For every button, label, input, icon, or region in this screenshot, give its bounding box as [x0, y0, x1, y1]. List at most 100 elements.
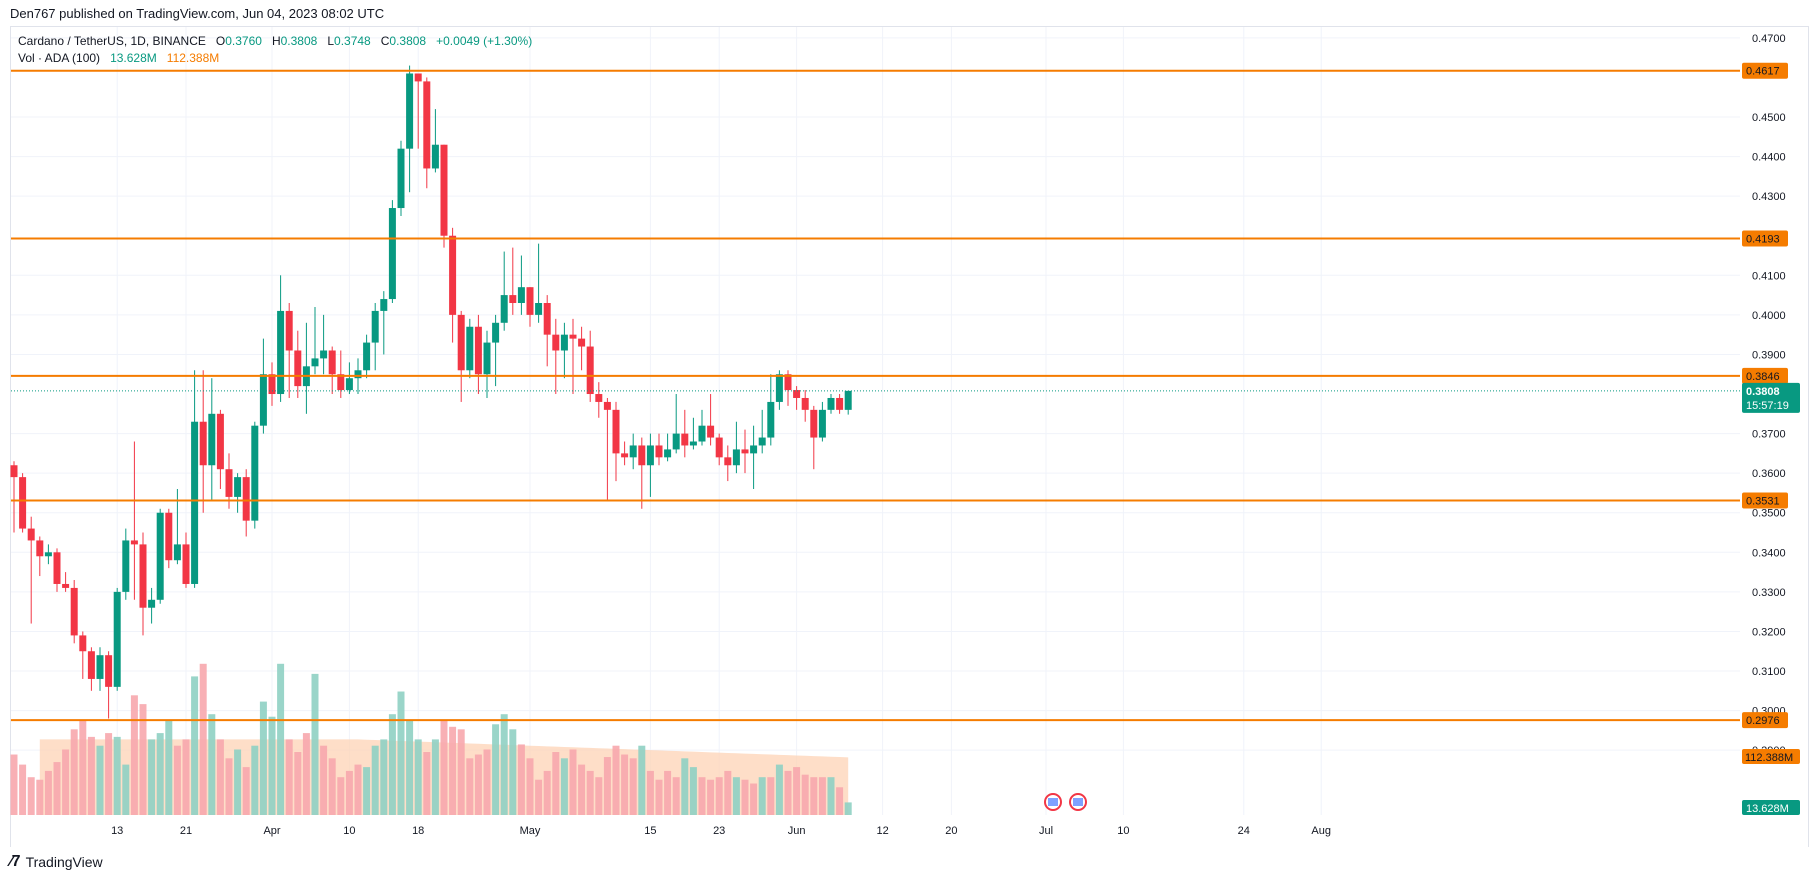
candle-down — [10, 465, 18, 478]
candle-up — [466, 326, 474, 371]
candle-down — [474, 326, 482, 375]
volume-bar — [818, 777, 826, 815]
candle-up — [156, 512, 164, 600]
volume-last-tag — [1742, 800, 1800, 815]
volume-bar — [242, 767, 250, 815]
volume-bar — [277, 663, 285, 815]
price-tick-label: 0.3600 — [1752, 468, 1786, 480]
candle-up — [629, 445, 637, 458]
volume-ma-tag-label: 112.388M — [1745, 752, 1793, 764]
symbol-legend: Cardano / TetherUS, 1D, BINANCE O0.3760 … — [18, 34, 532, 48]
candle-up — [500, 295, 508, 323]
volume-bar — [10, 754, 18, 815]
volume-bar — [53, 762, 61, 815]
volume-bar — [707, 779, 715, 815]
volume-bar — [371, 745, 379, 815]
close-value: 0.3808 — [389, 34, 427, 48]
price-tick-label: 0.4300 — [1752, 191, 1786, 203]
time-tick-label: Jul — [1039, 825, 1053, 837]
candle-up — [311, 358, 319, 367]
volume-bar — [517, 744, 525, 815]
volume-bar — [148, 739, 156, 815]
candle-up — [320, 350, 328, 359]
candle-down — [199, 421, 207, 466]
volume-bar — [526, 758, 534, 815]
candle-down — [603, 401, 611, 410]
volume-bar — [474, 754, 482, 815]
volume-bar — [732, 777, 740, 815]
volume-value: 13.628M — [110, 51, 157, 65]
high-label: H — [271, 34, 281, 48]
candle-down — [414, 73, 422, 82]
volume-bar — [646, 770, 654, 815]
price-tick-label: 0.4100 — [1752, 270, 1786, 282]
candle-down — [724, 457, 732, 466]
time-tick-label: 12 — [876, 825, 888, 837]
candle-down — [337, 374, 345, 391]
volume-bar — [345, 770, 353, 815]
volume-bar — [440, 720, 448, 815]
candle-down — [612, 409, 620, 454]
candle-up — [689, 441, 697, 446]
candle-up — [251, 425, 259, 521]
volume-bar — [79, 720, 87, 815]
candle-up — [191, 421, 199, 584]
candle-down — [801, 397, 809, 410]
open-label: O — [215, 34, 226, 48]
level-price-tag — [1742, 712, 1788, 729]
open-value: 0.3760 — [225, 34, 262, 48]
candle-up — [431, 144, 439, 169]
candle-down — [457, 314, 465, 371]
time-tick-label: 10 — [343, 825, 355, 837]
candle-up — [483, 342, 491, 375]
price-tick-label: 0.4500 — [1752, 112, 1786, 124]
candle-up — [277, 310, 285, 395]
candle-up — [492, 322, 500, 343]
volume-bar — [268, 716, 276, 815]
volume-bar — [784, 770, 792, 815]
time-tick-label: Apr — [263, 825, 280, 837]
flag-icon — [1048, 798, 1058, 806]
volume-bar — [827, 777, 835, 815]
volume-bar — [208, 714, 216, 815]
volume-bar — [156, 733, 164, 815]
time-tick-label: 24 — [1238, 825, 1250, 837]
candle-up — [345, 378, 353, 391]
candle-up — [664, 449, 672, 458]
price-tick-label: 0.3300 — [1752, 587, 1786, 599]
volume-bar — [380, 739, 388, 815]
level-price-tag — [1742, 62, 1788, 79]
volume-bar — [354, 764, 362, 815]
price-tick-label: 0.3700 — [1752, 429, 1786, 441]
candle-down — [62, 583, 70, 588]
volume-bar — [552, 752, 560, 815]
volume-bar — [750, 783, 758, 815]
volume-bar — [586, 770, 594, 815]
time-tick-label: Aug — [1311, 825, 1331, 837]
published-by-line: Den767 published on TradingView.com, Jun… — [10, 6, 385, 21]
candle-up — [844, 390, 852, 410]
candle-down — [836, 397, 844, 410]
candle-up — [560, 334, 568, 351]
volume-bar — [655, 779, 663, 815]
chart-area[interactable] — [10, 26, 1809, 847]
volume-bar — [294, 752, 302, 815]
candle-down — [449, 235, 457, 315]
high-value: 0.3808 — [280, 34, 318, 48]
volume-bar — [199, 663, 207, 815]
volume-bar — [388, 714, 396, 815]
tradingview-footer[interactable]: ⁄7 TradingView — [10, 853, 103, 871]
candle-up — [767, 401, 775, 438]
volume-bar — [449, 726, 457, 815]
volume-bar — [311, 673, 319, 815]
volume-bar — [638, 745, 646, 815]
volume-bar — [285, 739, 293, 815]
volume-bar — [36, 779, 44, 815]
candle-down — [715, 437, 723, 458]
time-tick-label: May — [520, 825, 541, 837]
candle-down — [526, 287, 534, 315]
volume-bar — [629, 758, 637, 815]
last-price-tag — [1742, 382, 1800, 413]
volume-bar — [44, 770, 52, 815]
